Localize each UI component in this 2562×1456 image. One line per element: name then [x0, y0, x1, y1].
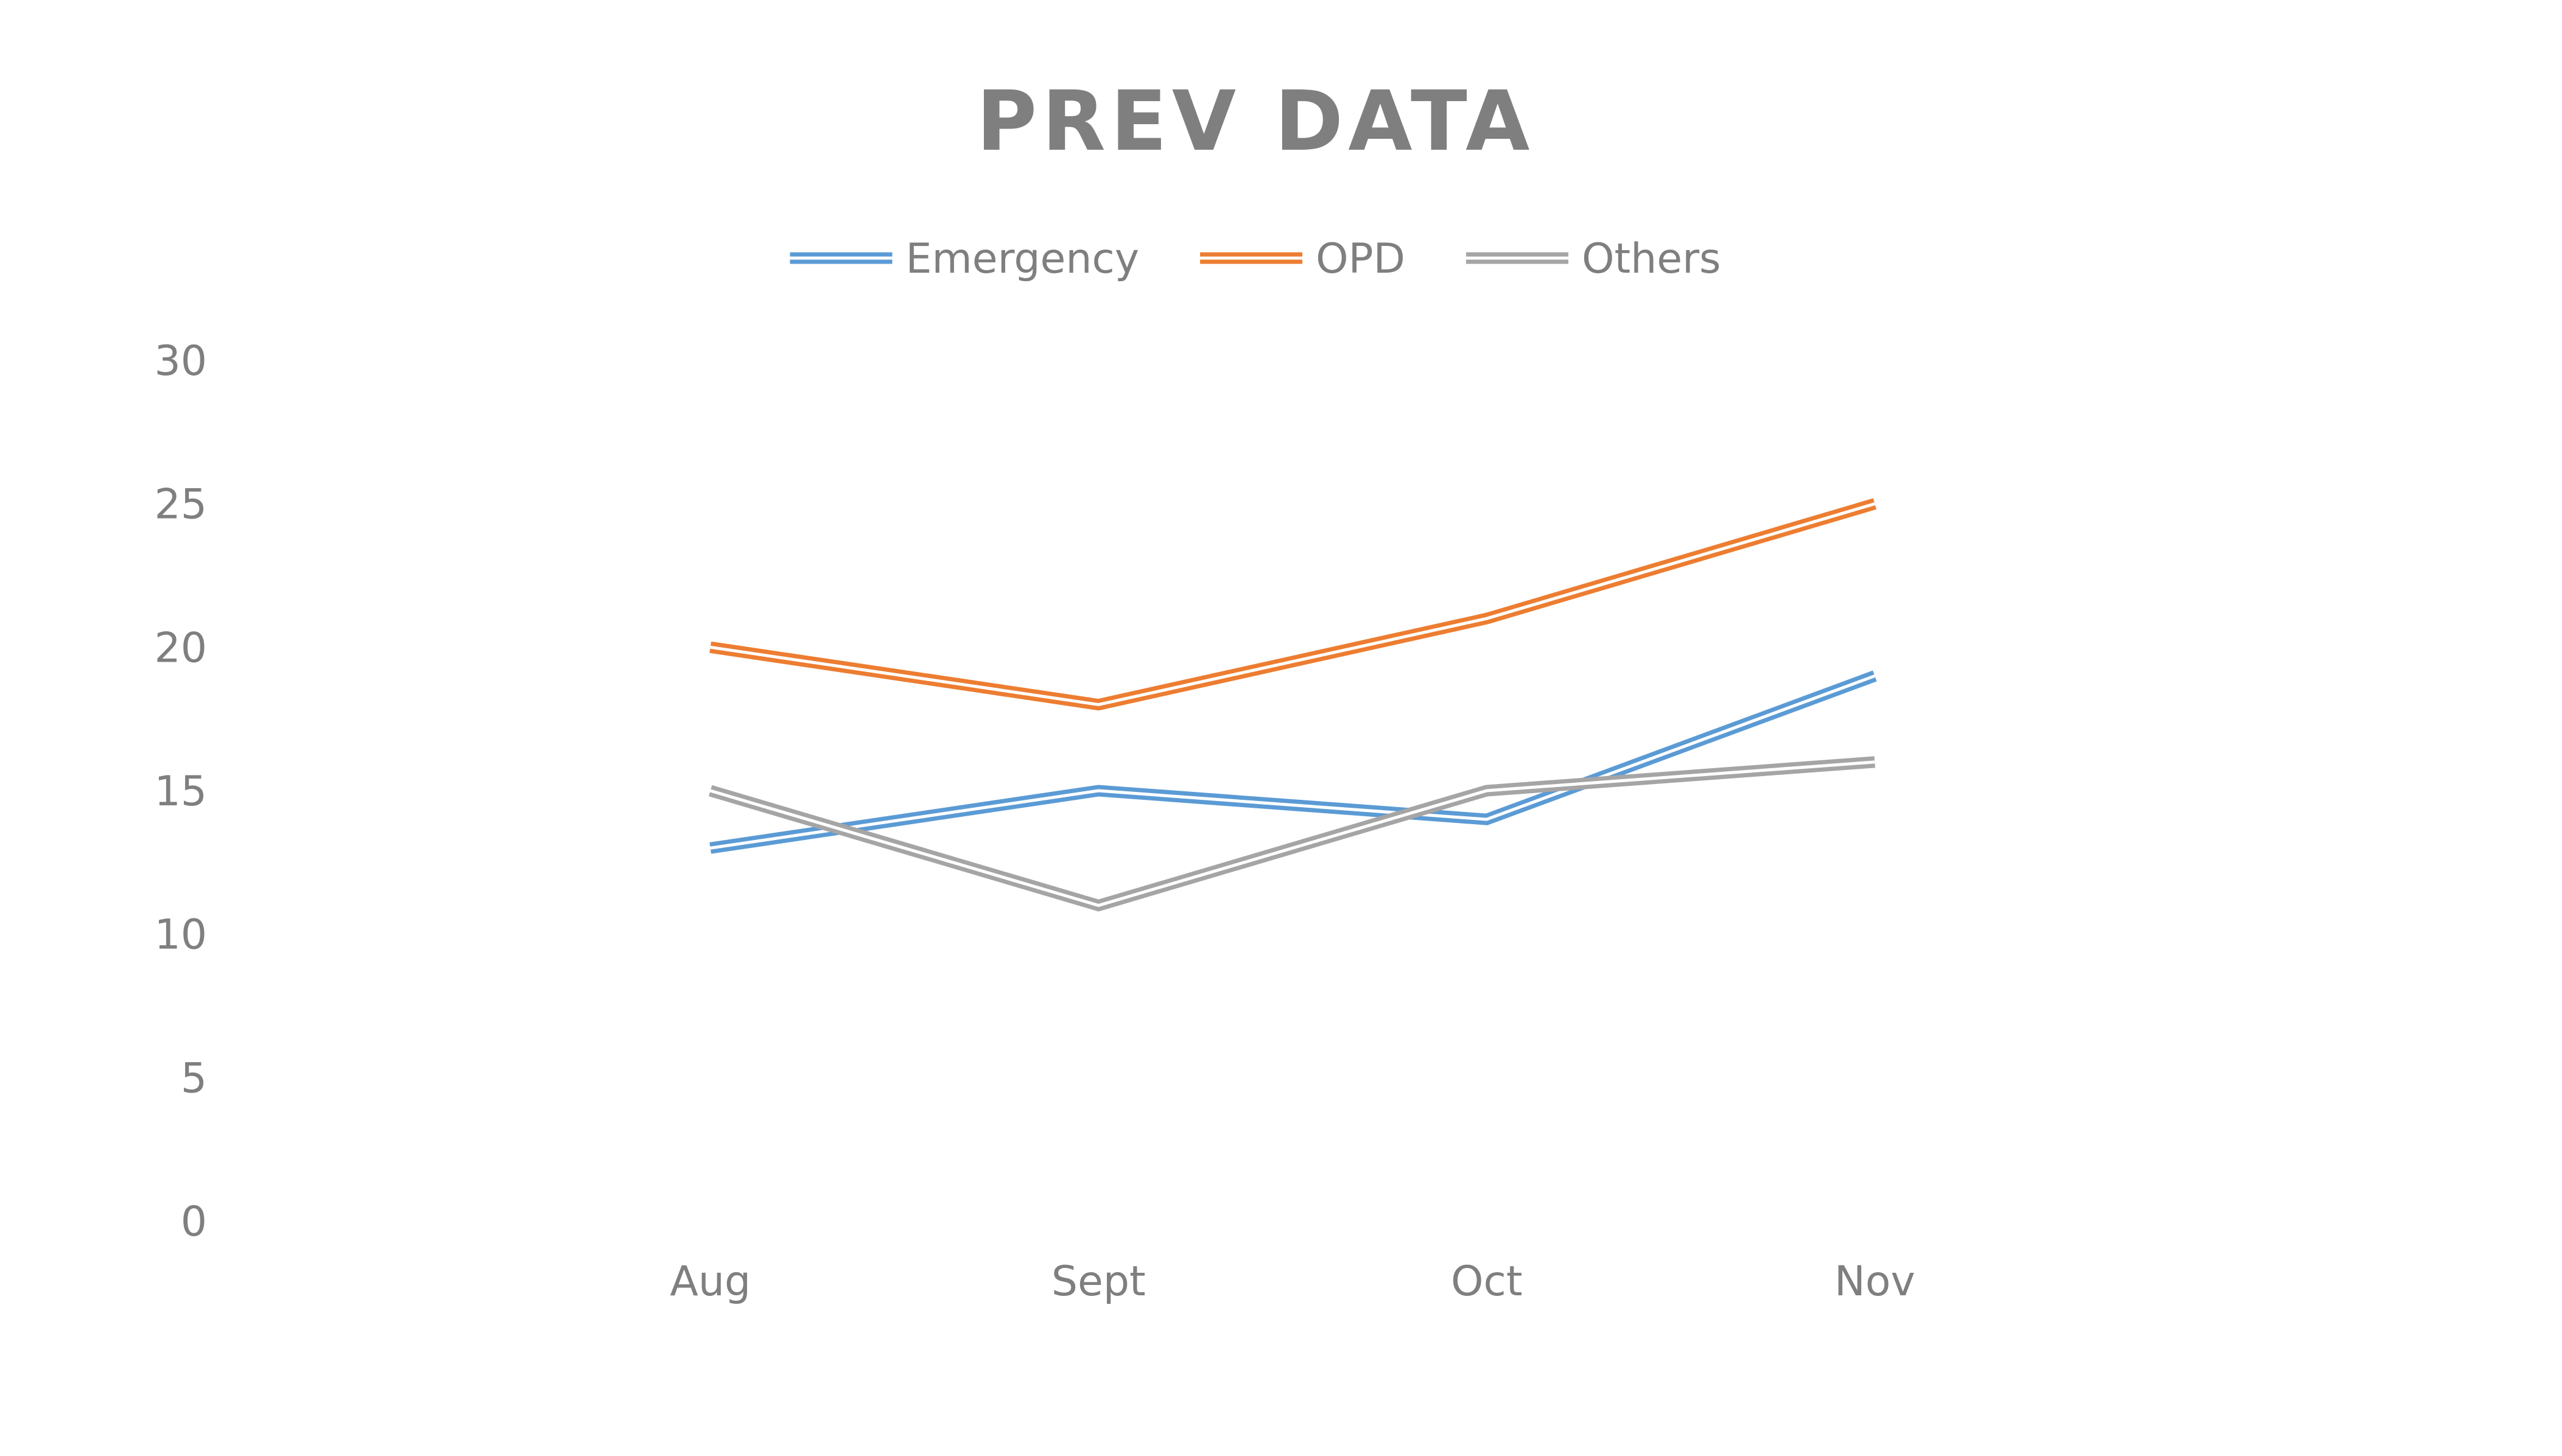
legend-label-emergency: Emergency — [906, 235, 1140, 283]
data-point — [1486, 790, 1487, 791]
series-line-emergency — [709, 670, 1877, 854]
data-point — [710, 646, 711, 648]
legend-label-opd: OPD — [1316, 235, 1405, 283]
data-point — [710, 790, 711, 791]
x-axis-tick-labels: Aug Sept Oct Nov — [670, 1258, 1915, 1306]
x-tick-label: Sept — [1051, 1258, 1146, 1306]
x-tick-label: Oct — [1451, 1258, 1523, 1306]
data-point — [1486, 618, 1487, 619]
series-line-inner — [710, 674, 1876, 850]
series-line-others — [709, 756, 1875, 912]
y-tick-label: 10 — [154, 911, 207, 959]
x-tick-label: Aug — [670, 1258, 751, 1306]
series-lines — [709, 498, 1877, 912]
series-line-outer — [709, 756, 1875, 912]
chart-title: PREV DATA — [977, 74, 1535, 170]
data-point — [1874, 675, 1875, 676]
legend: Emergency OPD Others — [790, 235, 1721, 283]
y-tick-label: 5 — [181, 1054, 207, 1102]
data-point — [1098, 790, 1099, 791]
data-point — [710, 847, 711, 849]
legend-label-others: Others — [1582, 235, 1721, 283]
y-tick-label: 25 — [154, 481, 207, 529]
series-line-inner — [710, 760, 1875, 908]
data-point — [1874, 503, 1875, 505]
data-point — [1098, 905, 1099, 906]
data-point — [1486, 819, 1487, 820]
y-tick-label: 15 — [154, 768, 207, 816]
y-axis-tick-labels: 0 5 10 15 20 25 30 — [154, 337, 207, 1246]
y-tick-label: 20 — [154, 624, 207, 672]
data-point — [1098, 704, 1099, 705]
y-tick-label: 30 — [154, 337, 207, 385]
series-line-opd — [709, 498, 1876, 711]
x-tick-label: Nov — [1834, 1258, 1915, 1306]
series-line-inner — [710, 502, 1875, 707]
y-tick-label: 0 — [181, 1198, 207, 1246]
data-point — [1874, 761, 1875, 763]
